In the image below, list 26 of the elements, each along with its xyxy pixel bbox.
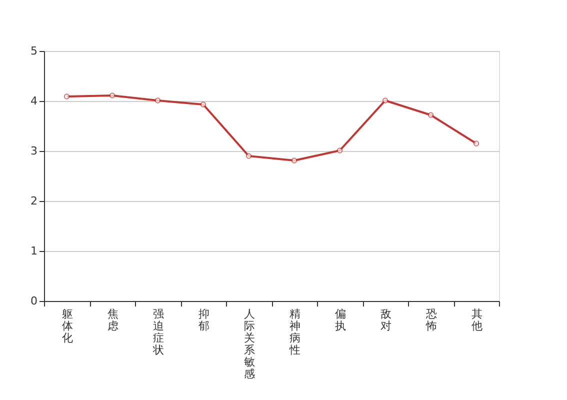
x-tick-label: 敌对	[380, 308, 392, 332]
x-tick-label: 强迫症状	[152, 308, 164, 356]
x-tick-label: 偏执	[334, 308, 346, 332]
x-tick-label: 精神病性	[288, 308, 300, 356]
point	[109, 92, 116, 98]
y-tick-label: 5	[30, 44, 38, 58]
point	[154, 98, 161, 104]
x-tick-label: 恐怖	[424, 308, 437, 332]
point	[382, 98, 388, 104]
point	[428, 112, 434, 118]
point	[64, 94, 70, 100]
y-tick-label: 1	[30, 244, 38, 258]
x-tick-label: 人际关系敏感	[244, 308, 255, 380]
point	[200, 102, 206, 108]
y-tick-label: 2	[30, 194, 38, 208]
x-tick-label: 焦虑	[107, 308, 118, 332]
y-tick-label: 3	[30, 144, 38, 158]
point	[246, 153, 252, 159]
point	[291, 158, 298, 164]
point	[473, 140, 480, 146]
y-tick-label: 0	[30, 294, 38, 308]
x-tick-label: 躯体化	[62, 308, 73, 344]
point	[336, 148, 343, 154]
x-tick-label: 抑郁	[198, 308, 210, 332]
y-tick-label: 4	[30, 94, 38, 108]
x-tick-label: 其他	[471, 308, 482, 332]
